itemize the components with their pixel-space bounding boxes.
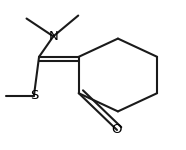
Text: O: O (112, 123, 122, 136)
Text: S: S (30, 89, 38, 102)
Text: N: N (48, 30, 58, 43)
